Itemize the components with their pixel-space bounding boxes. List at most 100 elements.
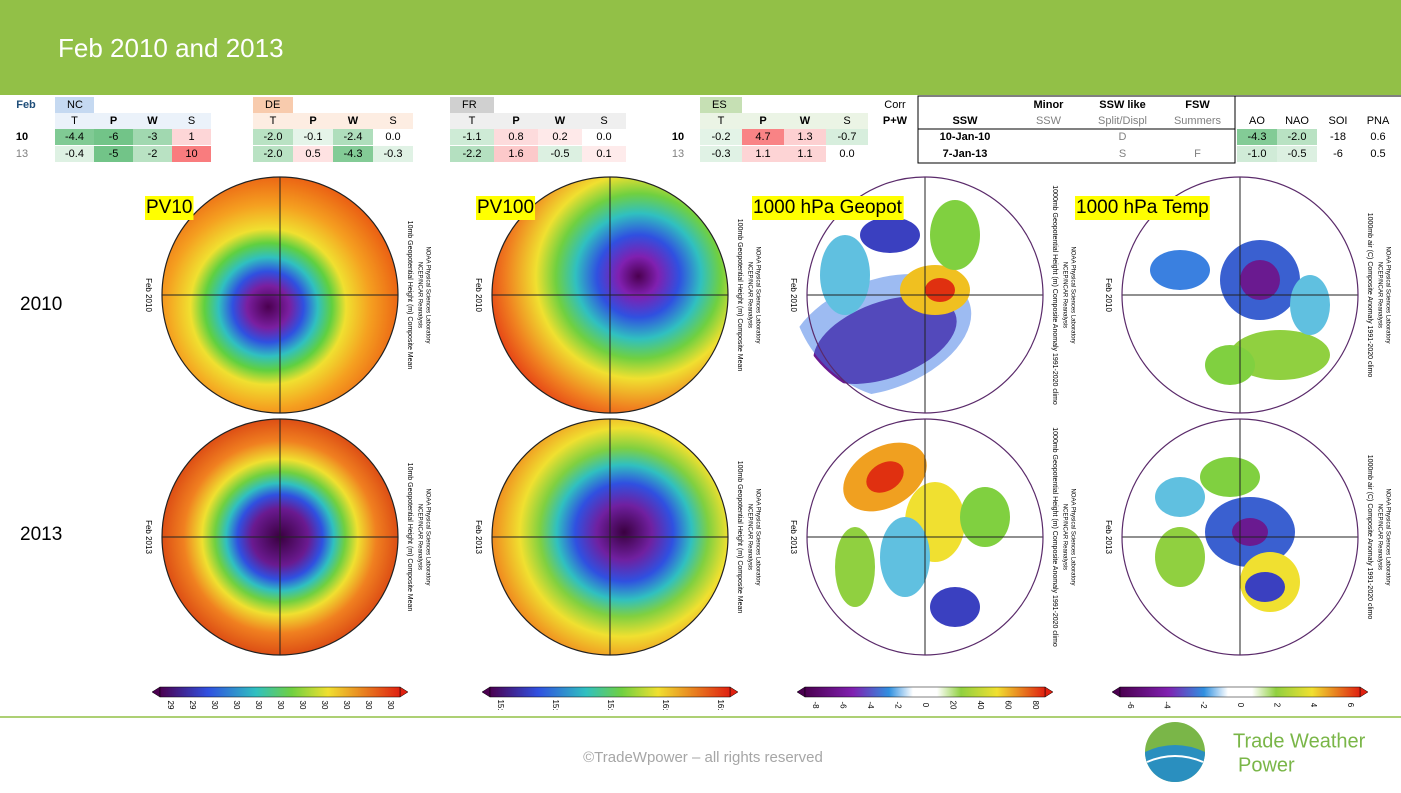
anomaly-blob [1290, 275, 1330, 335]
anomaly-blob [930, 200, 980, 270]
group-name: FR [462, 99, 477, 111]
index-value: -18 [1330, 131, 1346, 143]
slide-title: Feb 2010 and 2013 [58, 33, 284, 63]
value-text: 1 [188, 131, 194, 143]
value-text: -0.4 [65, 148, 84, 160]
value-text: 0.1 [596, 148, 611, 160]
index-value: -4.3 [1248, 131, 1267, 143]
anomaly-blob [860, 217, 920, 253]
colorbar-end [481, 686, 491, 698]
value-cell [538, 146, 582, 162]
anomaly-blob [1205, 345, 1255, 385]
map-caption: 1000mb Geopotential Height (m) Composite… [1051, 427, 1058, 647]
colorbar-tick-label: 0 [921, 703, 930, 708]
polar-map [1121, 418, 1359, 656]
events-cell: S [1119, 148, 1126, 160]
row-label: 13 [16, 148, 28, 160]
colorbar-tick-label: -2 [893, 701, 902, 709]
map-source: NOAA Physical Sciences Laboratory [1384, 488, 1390, 585]
map-source: NCEP/NCAR Reanalysis [416, 262, 422, 328]
column-header-band [450, 113, 626, 129]
map-date: Feb 2010 [1104, 278, 1113, 312]
anomaly-blob [1240, 260, 1280, 300]
column-header: T [469, 115, 476, 127]
map-label-bg [145, 196, 194, 220]
colorbar-tick-label: 16: [661, 699, 670, 710]
map-source: NOAA Physical Sciences Laboratory [1384, 246, 1390, 343]
map-source: NOAA Physical Sciences Laboratory [754, 488, 760, 585]
map-label-bg [476, 196, 536, 220]
colorbar-end [1111, 686, 1121, 698]
corr-label: Corr [884, 99, 906, 111]
anomaly-blob [835, 527, 875, 607]
events-subheader: Split/Displ [1098, 115, 1147, 127]
map-label: PV10 [146, 197, 192, 218]
column-header: T [71, 115, 78, 127]
value-text: -0.3 [384, 148, 403, 160]
group-name: DE [265, 99, 280, 111]
anomaly-blob [880, 517, 930, 597]
events-cell: D [1119, 131, 1127, 143]
events-subheader: SSW [1036, 115, 1062, 127]
value-text: -0.1 [304, 131, 323, 143]
value-cell [133, 146, 172, 162]
index-value: 0.6 [1370, 131, 1385, 143]
map-source: NOAA Physical Sciences Laboratory [1069, 488, 1075, 585]
value-text: 1.6 [508, 148, 523, 160]
map-caption: 1000mb air (C) Composite Anomaly 1991-20… [1366, 213, 1373, 378]
group-header-cell [253, 97, 293, 113]
value-cell [538, 129, 582, 145]
value-cell [253, 129, 293, 145]
map-caption: 10mb Geopotential Height (m) Composite M… [406, 221, 413, 370]
map-source: NCEP/NCAR Reanalysis [1061, 262, 1067, 328]
value-text: -4.3 [344, 148, 363, 160]
index-cell [1237, 146, 1277, 162]
colorbar-end [399, 686, 409, 698]
value-text: 0.0 [596, 131, 611, 143]
value-text: -1.1 [463, 131, 482, 143]
value-cell [742, 146, 784, 162]
map-outline [491, 418, 729, 656]
index-value: -2.0 [1288, 131, 1307, 143]
colorbar-end [796, 686, 806, 698]
colorbar-tick-label: 30 [298, 701, 307, 710]
column-header: P [759, 115, 766, 127]
value-text: -0.3 [712, 148, 731, 160]
colorbar-end [1044, 686, 1054, 698]
map-date: Feb 2010 [789, 278, 798, 312]
corr-label: P+W [883, 115, 908, 127]
colorbar-tick-label: 30 [254, 701, 263, 710]
colorbar [804, 686, 1046, 698]
map-date: Feb 2013 [144, 520, 153, 554]
events-header: Minor [1034, 99, 1065, 111]
colorbar-tick-label: 30 [232, 701, 241, 710]
row-label: 13 [672, 148, 684, 160]
value-text: -0.5 [551, 148, 570, 160]
index-cell [1277, 129, 1317, 145]
column-header: P [512, 115, 519, 127]
map-label: 1000 hPa Geopot [753, 197, 903, 218]
value-text: 0.0 [839, 148, 854, 160]
map-label: PV100 [477, 197, 534, 218]
map-source: NCEP/NCAR Reanalysis [416, 504, 422, 570]
column-header: W [555, 115, 566, 127]
anomaly-blob [1155, 527, 1205, 587]
anomaly-blob [1245, 572, 1285, 602]
colorbar-tick-label: 60 [1003, 701, 1012, 710]
brand-line: Trade Weather [1233, 730, 1366, 752]
map-date: Feb 2010 [474, 278, 483, 312]
value-cell [450, 146, 494, 162]
value-cell [55, 146, 94, 162]
value-cell [55, 129, 94, 145]
index-header: SOI [1329, 115, 1348, 127]
colorbar-tick-label: 80 [1031, 701, 1040, 710]
polar-map [491, 418, 729, 656]
value-cell [700, 146, 742, 162]
value-cell [373, 129, 413, 145]
value-cell [826, 129, 868, 145]
colorbar [159, 686, 401, 698]
map-date: Feb 2013 [1104, 520, 1113, 554]
map-date: Feb 2013 [474, 520, 483, 554]
